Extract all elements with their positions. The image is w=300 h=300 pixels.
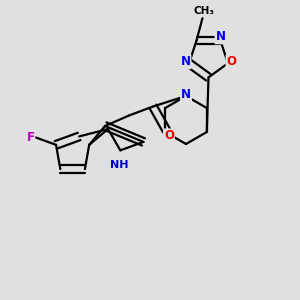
- Text: O: O: [164, 129, 174, 142]
- Text: N: N: [181, 55, 190, 68]
- Text: O: O: [226, 55, 236, 68]
- Text: N: N: [181, 88, 191, 101]
- Text: N: N: [215, 30, 226, 44]
- Text: F: F: [26, 130, 34, 144]
- Text: NH: NH: [110, 160, 128, 170]
- Text: CH₃: CH₃: [194, 6, 214, 16]
